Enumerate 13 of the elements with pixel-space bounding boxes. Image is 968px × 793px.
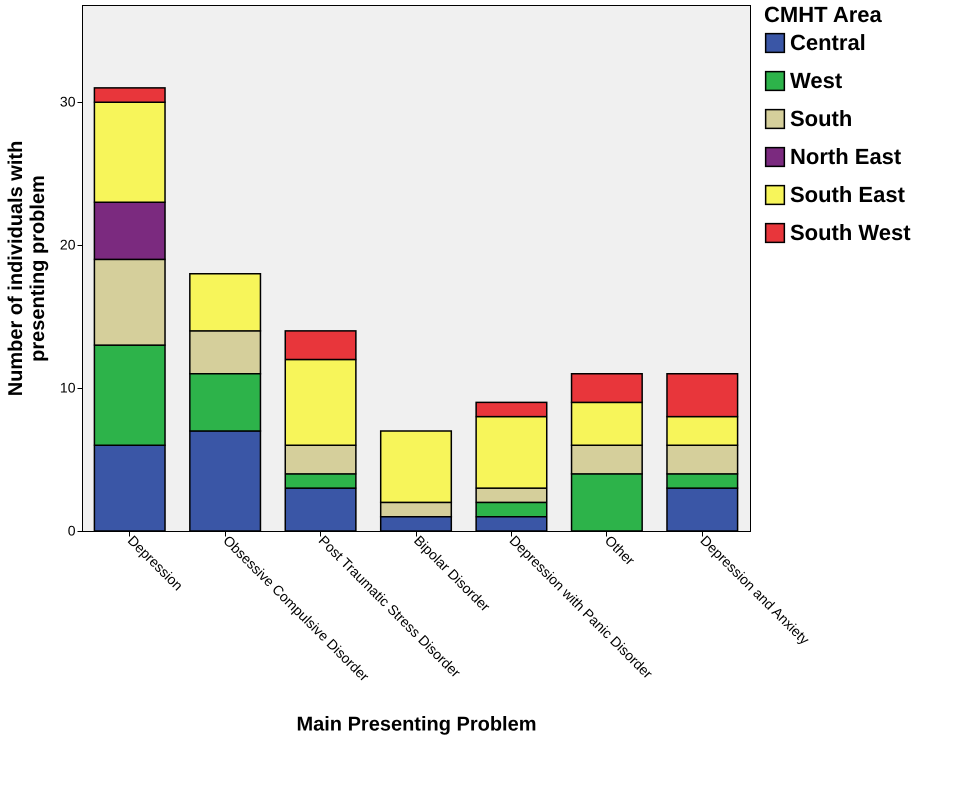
y-tick-label: 0 bbox=[68, 522, 76, 538]
x-axis-title: Main Presenting Problem bbox=[296, 713, 537, 736]
y-tick-label: 10 bbox=[60, 380, 76, 396]
legend-label: North East bbox=[790, 144, 902, 169]
y-tick-label: 20 bbox=[60, 236, 76, 253]
legend-label: South East bbox=[790, 182, 906, 207]
y-axis-title: Number of individuals with presenting problem bbox=[4, 140, 49, 396]
legend-label: South West bbox=[790, 220, 912, 245]
legend-title: CMHT Area bbox=[764, 2, 883, 27]
legend-label: West bbox=[790, 68, 843, 93]
legend-label: Central bbox=[790, 30, 866, 55]
legend-label: South bbox=[790, 106, 852, 131]
y-tick-label: 30 bbox=[60, 94, 76, 110]
